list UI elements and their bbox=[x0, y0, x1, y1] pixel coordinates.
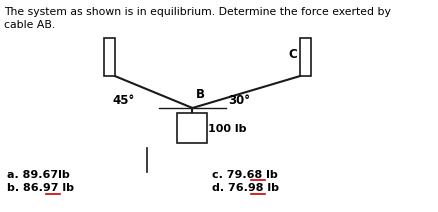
Text: d. 76.98 lb: d. 76.98 lb bbox=[212, 183, 279, 193]
Text: B: B bbox=[196, 88, 205, 101]
Text: 30°: 30° bbox=[228, 93, 250, 106]
Bar bbox=[104, 38, 115, 76]
Bar bbox=[300, 38, 311, 76]
Text: 45°: 45° bbox=[112, 93, 134, 106]
Text: c. 79.68 lb: c. 79.68 lb bbox=[212, 170, 278, 180]
Text: cable AB.: cable AB. bbox=[4, 20, 56, 30]
Bar bbox=[177, 113, 208, 143]
Text: C: C bbox=[288, 48, 297, 61]
Text: The system as shown is in equilibrium. Determine the force exerted by: The system as shown is in equilibrium. D… bbox=[4, 7, 391, 17]
Text: 100 lb: 100 lb bbox=[208, 124, 247, 134]
Text: a. 89.67lb: a. 89.67lb bbox=[7, 170, 70, 180]
Text: b. 86.97 lb: b. 86.97 lb bbox=[7, 183, 74, 193]
